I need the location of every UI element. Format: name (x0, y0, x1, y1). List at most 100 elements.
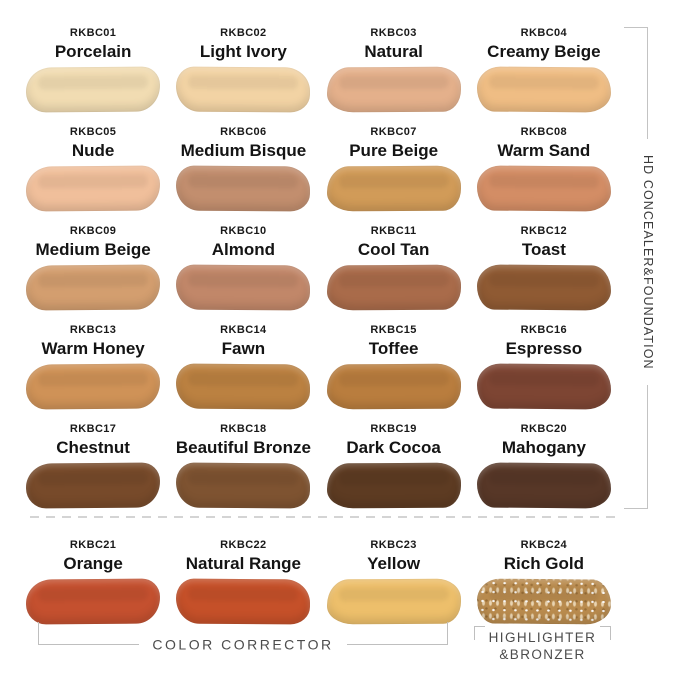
shade-cell: RKBC09 Medium Beige (18, 220, 168, 319)
group-bracket-tick-bottom (624, 508, 648, 509)
shade-swatch (176, 66, 311, 113)
shade-swatch (25, 165, 161, 212)
group-label-color-corrector: COLOR CORRECTOR (152, 636, 334, 653)
shade-code: RKBC15 (370, 324, 417, 336)
group-label-highlighter: HIGHLIGHTER (488, 630, 597, 645)
shade-cell: RKBC05 Nude (18, 121, 168, 220)
shade-name: Beautiful Bronze (175, 438, 311, 457)
shade-code: RKBC08 (520, 126, 568, 138)
shade-swatch (476, 264, 612, 311)
shade-code: RKBC07 (370, 126, 417, 138)
shade-cell: RKBC19 Dark Cocoa (319, 418, 469, 517)
shade-grid-bottom: RKBC21 Orange RKBC22 Natural Range RKBC2… (18, 534, 619, 633)
shade-cell: RKBC11 Cool Tan (319, 220, 469, 319)
shade-name: Medium Bisque (180, 141, 307, 160)
shade-name: Toffee (368, 339, 419, 358)
shade-name: Porcelain (54, 42, 132, 61)
shade-swatch (476, 363, 612, 410)
shade-code: RKBC17 (69, 423, 117, 435)
group-label-hd-concealer-foundation: HD CONCEALER&FOUNDATION (641, 154, 655, 370)
shade-cell: RKBC12 Toast (469, 220, 619, 319)
shade-code: RKBC23 (370, 539, 417, 551)
shade-swatch (326, 66, 461, 113)
shade-cell: RKBC08 Warm Sand (469, 121, 619, 220)
shade-name: Almond (211, 240, 276, 259)
shade-swatch (176, 165, 311, 212)
shade-cell: RKBC20 Mahogany (469, 418, 619, 517)
shade-name: Rich Gold (503, 554, 585, 573)
shade-cell: RKBC21 Orange (18, 534, 168, 633)
shade-name: Mahogany (501, 438, 586, 457)
shade-swatch (25, 578, 161, 625)
shade-swatch (326, 462, 461, 509)
shade-swatch (326, 578, 461, 625)
shade-swatch (176, 578, 311, 625)
shade-code: RKBC09 (69, 225, 117, 237)
shade-cell: RKBC22 Natural Range (168, 534, 318, 633)
shade-swatch (326, 264, 461, 311)
shade-name: Medium Beige (35, 240, 151, 259)
group-bracket-line-upper (647, 27, 648, 139)
shade-cell: RKBC15 Toffee (319, 319, 469, 418)
shade-name: Orange (63, 554, 123, 573)
shade-name: Light Ivory (199, 42, 287, 61)
shade-name: Nude (71, 141, 115, 160)
shade-name: Toast (521, 240, 566, 259)
shade-swatch (326, 363, 461, 410)
shade-swatch (476, 165, 612, 212)
shade-name: Natural (364, 42, 423, 61)
shade-cell: RKBC17 Chestnut (18, 418, 168, 517)
group-bracket-line-lower (647, 385, 648, 508)
shade-code: RKBC01 (69, 27, 117, 39)
shade-code: RKBC18 (220, 423, 267, 435)
shade-swatch (476, 66, 612, 113)
shade-name: Yellow (367, 554, 421, 573)
shade-cell: RKBC02 Light Ivory (168, 22, 318, 121)
shade-code: RKBC20 (520, 423, 568, 435)
shade-name: Chestnut (56, 438, 130, 457)
shade-swatch (25, 363, 161, 410)
bracket-corner-right (600, 626, 611, 640)
color-corrector-bracket: COLOR CORRECTOR (38, 622, 448, 651)
shade-name: Warm Honey (41, 339, 145, 358)
shade-name: Warm Sand (497, 141, 591, 160)
shade-cell: RKBC14 Fawn (168, 319, 318, 418)
shade-cell: RKBC06 Medium Bisque (168, 121, 318, 220)
shade-code: RKBC22 (220, 539, 267, 551)
shade-code: RKBC03 (370, 27, 417, 39)
shade-cell: RKBC13 Warm Honey (18, 319, 168, 418)
shade-swatch (476, 462, 612, 509)
shade-cell: RKBC04 Creamy Beige (469, 22, 619, 121)
shade-cell: RKBC23 Yellow (319, 534, 469, 633)
shade-name: Creamy Beige (487, 42, 601, 61)
bracket-line-right (346, 644, 447, 645)
shade-code: RKBC04 (520, 27, 568, 39)
shade-name: Espresso (505, 339, 583, 358)
shade-code: RKBC16 (520, 324, 568, 336)
group-bracket-tick-top (624, 27, 648, 28)
shade-code: RKBC13 (69, 324, 117, 336)
shade-code: RKBC14 (220, 324, 267, 336)
shade-code: RKBC06 (220, 126, 267, 138)
shade-swatch (25, 462, 161, 509)
shade-cell: RKBC03 Natural (319, 22, 469, 121)
shade-name: Pure Beige (349, 141, 439, 160)
shade-cell: RKBC07 Pure Beige (319, 121, 469, 220)
shade-name: Dark Cocoa (346, 438, 441, 457)
shade-swatch (176, 264, 311, 311)
shade-code: RKBC10 (220, 225, 267, 237)
bracket-corner-left (474, 626, 485, 640)
shade-code: RKBC12 (520, 225, 568, 237)
shade-name: Cool Tan (357, 240, 430, 259)
shade-swatch-sparkle (476, 578, 612, 625)
bracket-line-left (39, 644, 140, 645)
shade-code: RKBC19 (370, 423, 417, 435)
shade-cell: RKBC16 Espresso (469, 319, 619, 418)
shade-cell: RKBC18 Beautiful Bronze (168, 418, 318, 517)
shade-code: RKBC02 (220, 27, 267, 39)
shade-code: RKBC05 (69, 126, 117, 138)
shade-swatch (176, 363, 311, 410)
shade-cell: RKBC01 Porcelain (18, 22, 168, 121)
shade-name: Fawn (221, 339, 266, 358)
